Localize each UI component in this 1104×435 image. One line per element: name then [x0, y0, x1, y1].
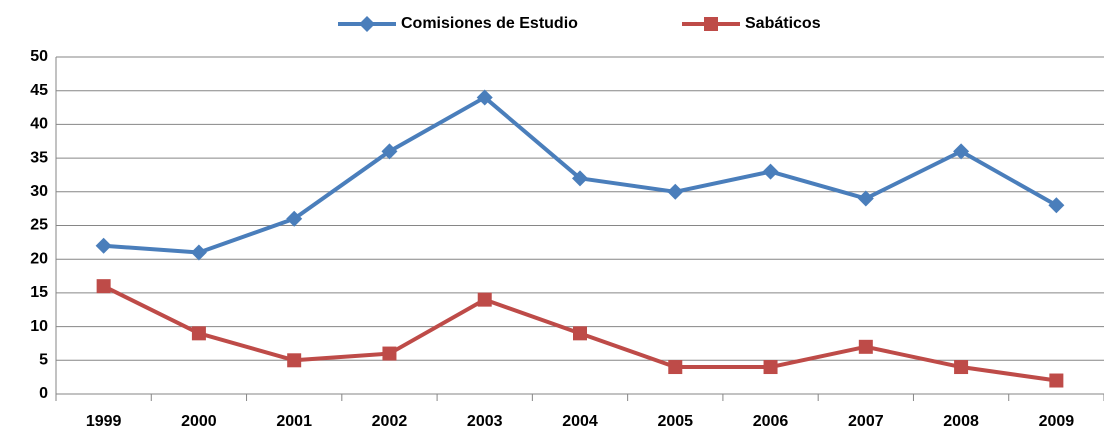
point — [191, 326, 206, 341]
point — [1049, 373, 1064, 388]
x-tick-label: 2009 — [1039, 413, 1075, 430]
x-tick-label: 2000 — [181, 413, 217, 430]
legend-label: Sabáticos — [745, 15, 821, 32]
legend-label: Comisiones de Estudio — [401, 15, 578, 32]
point — [762, 163, 779, 180]
point — [287, 353, 302, 368]
point — [668, 360, 683, 375]
point — [382, 346, 397, 361]
x-tick-label: 2004 — [562, 413, 598, 430]
point — [286, 210, 303, 227]
point — [572, 170, 588, 187]
x-tick-label: 1999 — [86, 413, 122, 430]
point — [763, 360, 778, 375]
point — [476, 89, 493, 106]
point — [857, 190, 874, 207]
x-tick-label: 2007 — [848, 413, 884, 430]
point — [1048, 197, 1065, 214]
y-tick-label: 15 — [30, 284, 48, 301]
x-tick-label: 2008 — [943, 413, 979, 430]
point — [95, 237, 112, 254]
point — [954, 360, 969, 375]
point — [573, 326, 587, 341]
y-tick-label: 35 — [30, 149, 48, 166]
y-tick-label: 25 — [30, 217, 48, 234]
x-tick-label: 2002 — [372, 413, 408, 430]
y-tick-label: 30 — [30, 183, 48, 200]
y-tick-label: 20 — [30, 250, 48, 267]
x-tick-label: 2003 — [467, 413, 503, 430]
y-tick-label: 5 — [39, 352, 48, 369]
x-tick-label: 2005 — [657, 413, 693, 430]
point — [96, 279, 111, 294]
point — [381, 143, 398, 160]
legend-marker — [704, 17, 718, 31]
x-tick-label: 2001 — [276, 413, 312, 430]
y-tick-label: 40 — [30, 116, 48, 133]
y-tick-label: 10 — [30, 318, 48, 335]
point — [190, 244, 207, 261]
legend-marker — [359, 16, 375, 32]
y-tick-label: 45 — [30, 82, 48, 99]
x-tick-label: 2006 — [753, 413, 789, 430]
point — [858, 339, 873, 354]
y-tick-label: 0 — [39, 385, 48, 402]
point — [667, 183, 684, 200]
point — [953, 143, 970, 160]
point — [477, 292, 492, 307]
y-tick-label: 50 — [30, 48, 48, 65]
